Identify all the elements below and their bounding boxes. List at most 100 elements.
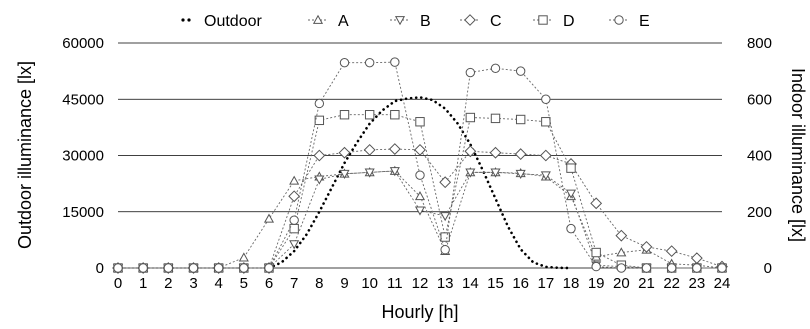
legend-marker-A bbox=[312, 14, 324, 24]
legend-outdoor-dot bbox=[181, 18, 185, 22]
outdoor-line bbox=[267, 96, 573, 270]
series-B bbox=[112, 167, 728, 274]
data-point-B bbox=[490, 168, 501, 178]
legend-item-outdoor: Outdoor bbox=[181, 13, 262, 30]
x-tick-label: 24 bbox=[714, 275, 731, 292]
data-point-C bbox=[464, 145, 477, 158]
data-point-A bbox=[289, 175, 300, 185]
x-tick-label: 14 bbox=[462, 275, 479, 292]
data-point-D bbox=[465, 112, 476, 123]
x-tick-label: 17 bbox=[537, 275, 554, 292]
data-point-E bbox=[339, 57, 350, 68]
data-point-E bbox=[641, 263, 652, 273]
data-point-B bbox=[440, 212, 451, 222]
series-E bbox=[113, 57, 727, 273]
x-tick-label: 0 bbox=[114, 275, 122, 292]
data-point-D bbox=[415, 117, 425, 127]
data-point-B bbox=[364, 168, 375, 178]
legend-label-B: B bbox=[420, 13, 431, 30]
data-point-C bbox=[288, 190, 301, 203]
series-line-B bbox=[118, 170, 722, 269]
legend-label-C: C bbox=[490, 13, 502, 30]
legend-item-A: A bbox=[308, 13, 349, 30]
outdoor-series bbox=[267, 96, 573, 270]
x-tick-label: 10 bbox=[361, 275, 378, 292]
data-point-B bbox=[339, 169, 350, 180]
data-point-D bbox=[339, 110, 350, 120]
x-tick-label: 8 bbox=[315, 275, 323, 292]
data-point-E bbox=[440, 245, 450, 255]
data-point-C bbox=[439, 176, 452, 189]
tick-labels: 0 1 2 3 4 5 6 7 8 9 10 11 12 13 14 15 16 17 18 19 20 21 22 23 24… bbox=[62, 35, 772, 292]
y-right-tick-label: 600 bbox=[747, 91, 772, 108]
y-right-tick-label: 200 bbox=[747, 204, 772, 221]
data-point-E bbox=[289, 215, 299, 225]
x-tick-label: 23 bbox=[688, 275, 705, 292]
data-point-E bbox=[465, 67, 476, 78]
data-point-E bbox=[163, 263, 174, 273]
data-point-C bbox=[539, 149, 552, 162]
legend-marker-D bbox=[538, 15, 548, 25]
data-point-E bbox=[415, 170, 425, 180]
data-point-E bbox=[138, 263, 148, 273]
series-line-E bbox=[118, 61, 722, 269]
data-point-E bbox=[188, 263, 199, 273]
data-point-C bbox=[665, 245, 678, 258]
data-point-D bbox=[541, 117, 551, 127]
data-point-C bbox=[615, 229, 628, 242]
data-point-A bbox=[238, 252, 249, 262]
y-left-tick-label: 0 bbox=[96, 260, 104, 277]
data-point-C bbox=[363, 143, 376, 156]
y-right-tick-label: 400 bbox=[747, 148, 772, 165]
legend-label-A: A bbox=[338, 13, 349, 30]
legend-marker-B bbox=[394, 16, 406, 26]
data-point-D bbox=[515, 114, 526, 125]
data-point-D bbox=[566, 163, 576, 173]
x-tick-label: 1 bbox=[139, 275, 147, 292]
data-point-E bbox=[541, 94, 551, 104]
x-tick-label: 3 bbox=[189, 275, 197, 292]
data-point-D bbox=[390, 110, 400, 120]
data-point-E bbox=[591, 261, 601, 272]
legend: Outdoor A B C D E bbox=[181, 13, 650, 30]
x-tick-label: 5 bbox=[240, 275, 248, 292]
data-point-B bbox=[389, 167, 400, 177]
y-left-tick-label: 60000 bbox=[62, 35, 104, 52]
legend-item-B: B bbox=[390, 13, 431, 30]
x-tick-label: 2 bbox=[164, 275, 172, 292]
data-point-E bbox=[566, 223, 576, 234]
data-point-D bbox=[314, 115, 325, 126]
data-point-E bbox=[364, 57, 375, 68]
x-axis-title: Hourly [h] bbox=[381, 302, 458, 322]
data-point-E bbox=[213, 263, 224, 273]
data-point-D bbox=[490, 113, 501, 124]
data-point-E bbox=[113, 263, 123, 273]
data-point-E bbox=[717, 263, 727, 273]
data-point-B bbox=[314, 175, 325, 185]
legend-label-D: D bbox=[563, 13, 575, 30]
data-point-C bbox=[414, 143, 426, 156]
data-point-E bbox=[264, 263, 274, 273]
x-tick-label: 18 bbox=[563, 275, 580, 292]
data-point-B bbox=[540, 171, 551, 181]
data-point-C bbox=[590, 197, 603, 210]
x-tick-label: 13 bbox=[437, 275, 454, 292]
x-tick-label: 21 bbox=[638, 275, 655, 292]
legend-item-D: D bbox=[533, 13, 575, 30]
x-tick-label: 19 bbox=[588, 275, 605, 292]
x-tick-label: 12 bbox=[412, 275, 429, 292]
x-tick-label: 6 bbox=[265, 275, 273, 292]
data-point-C bbox=[514, 148, 527, 161]
data-point-D bbox=[364, 110, 375, 120]
legend-item-E: E bbox=[609, 13, 650, 30]
data-point-E bbox=[515, 66, 526, 76]
data-point-B bbox=[289, 240, 300, 250]
y-right-tick-label: 800 bbox=[747, 35, 772, 52]
data-point-E bbox=[692, 263, 702, 273]
y-right-tick-label: 0 bbox=[764, 260, 772, 277]
x-tick-label: 9 bbox=[340, 275, 348, 292]
data-point-B bbox=[515, 169, 526, 180]
y-axis-right-title: Indoor illuminance [lx] bbox=[788, 68, 808, 242]
y-axis-left-title: Outdoor illuminance [lx] bbox=[15, 61, 35, 249]
